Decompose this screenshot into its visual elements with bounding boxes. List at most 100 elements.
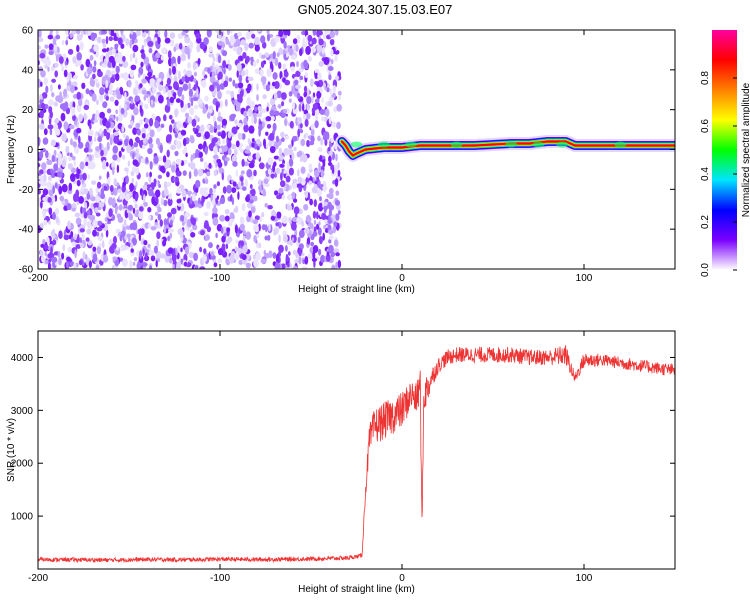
noise-blob bbox=[234, 83, 239, 89]
noise-blob bbox=[132, 52, 136, 59]
noise-blob bbox=[140, 61, 144, 68]
noise-blob bbox=[305, 45, 311, 55]
noise-blob bbox=[182, 170, 187, 177]
noise-blob bbox=[191, 118, 197, 127]
noise-blob bbox=[291, 216, 298, 222]
noise-blob bbox=[251, 33, 256, 39]
noise-blob bbox=[222, 60, 227, 69]
noise-blob bbox=[79, 228, 85, 233]
noise-blob bbox=[89, 122, 92, 130]
noise-blob bbox=[113, 178, 118, 186]
noise-blob bbox=[227, 64, 232, 71]
noise-blob bbox=[113, 187, 118, 196]
noise-blob bbox=[114, 56, 121, 63]
snr-line bbox=[38, 345, 675, 564]
noise-blob bbox=[245, 231, 251, 240]
noise-blob bbox=[316, 90, 322, 99]
noise-blob bbox=[323, 57, 330, 65]
noise-blob bbox=[93, 60, 97, 67]
noise-blob bbox=[151, 113, 155, 121]
noise-blob bbox=[190, 232, 196, 238]
noise-blob bbox=[60, 112, 66, 122]
noise-blob bbox=[327, 100, 333, 107]
noise-blob bbox=[290, 66, 295, 72]
noise-blob bbox=[204, 131, 211, 140]
noise-blob bbox=[297, 128, 301, 138]
noise-blob bbox=[302, 113, 307, 120]
noise-blob bbox=[72, 101, 76, 109]
noise-blob bbox=[130, 98, 134, 105]
noise-blob bbox=[180, 107, 186, 113]
noise-blob bbox=[231, 154, 237, 163]
noise-blob bbox=[187, 116, 193, 124]
noise-blob bbox=[208, 143, 213, 150]
noise-blob bbox=[212, 81, 219, 87]
noise-blob bbox=[242, 229, 246, 235]
noise-blob bbox=[97, 220, 103, 226]
noise-blob bbox=[119, 192, 123, 200]
noise-blob bbox=[43, 219, 48, 226]
noise-blob bbox=[237, 191, 240, 200]
noise-blob bbox=[69, 124, 75, 130]
noise-blob bbox=[208, 46, 213, 53]
noise-blob bbox=[64, 101, 69, 110]
noise-blob bbox=[305, 227, 310, 234]
noise-blob bbox=[241, 133, 246, 140]
noise-blob bbox=[132, 44, 139, 53]
noise-blob bbox=[293, 265, 298, 269]
noise-blob bbox=[168, 228, 174, 233]
noise-blob bbox=[258, 242, 262, 249]
noise-blob bbox=[284, 79, 291, 86]
noise-blob bbox=[115, 30, 119, 34]
noise-blob bbox=[311, 37, 317, 45]
noise-blob bbox=[312, 250, 316, 260]
noise-blob bbox=[153, 245, 158, 254]
y-axis-label: Frequency (Hz) bbox=[6, 115, 17, 184]
noise-blob bbox=[338, 95, 341, 101]
noise-blob bbox=[137, 73, 141, 78]
noise-blob bbox=[211, 62, 215, 68]
noise-blob bbox=[216, 195, 220, 200]
noise-blob bbox=[86, 228, 92, 235]
noise-blob bbox=[236, 70, 239, 78]
noise-blob bbox=[184, 211, 190, 218]
noise-blob bbox=[166, 77, 171, 86]
noise-blob bbox=[155, 81, 160, 88]
noise-blob bbox=[115, 109, 119, 115]
noise-blob bbox=[120, 72, 124, 79]
noise-blob bbox=[88, 154, 92, 162]
noise-blob bbox=[138, 66, 144, 76]
noise-blob bbox=[205, 178, 209, 184]
noise-blob bbox=[163, 199, 168, 207]
noise-blob bbox=[103, 128, 108, 137]
noise-blob bbox=[177, 55, 181, 65]
noise-blob bbox=[83, 218, 88, 227]
noise-blob bbox=[71, 207, 77, 212]
noise-blob bbox=[272, 252, 277, 259]
x-tick-label: 0 bbox=[399, 573, 405, 584]
noise-blob bbox=[155, 211, 159, 216]
noise-blob bbox=[298, 229, 305, 239]
noise-blob bbox=[156, 239, 160, 248]
noise-blob bbox=[189, 199, 193, 205]
noise-blob bbox=[273, 81, 280, 89]
noise-blob bbox=[59, 195, 65, 202]
noise-blob bbox=[169, 96, 174, 104]
noise-blob bbox=[316, 211, 319, 220]
signal-hotspot bbox=[350, 141, 363, 148]
noise-blob bbox=[94, 132, 97, 139]
noise-blob bbox=[268, 250, 273, 259]
noise-blob bbox=[145, 156, 149, 163]
noise-blob bbox=[291, 237, 295, 242]
noise-blob bbox=[45, 59, 52, 67]
noise-blob bbox=[248, 162, 255, 169]
noise-blob bbox=[140, 157, 146, 163]
noise-blob bbox=[329, 39, 335, 46]
noise-blob bbox=[230, 30, 233, 35]
noise-blob bbox=[257, 30, 261, 33]
noise-blob bbox=[44, 251, 47, 257]
noise-blob bbox=[66, 36, 69, 41]
noise-blob bbox=[101, 30, 108, 35]
noise-blob bbox=[244, 42, 249, 52]
noise-blob bbox=[108, 89, 114, 95]
